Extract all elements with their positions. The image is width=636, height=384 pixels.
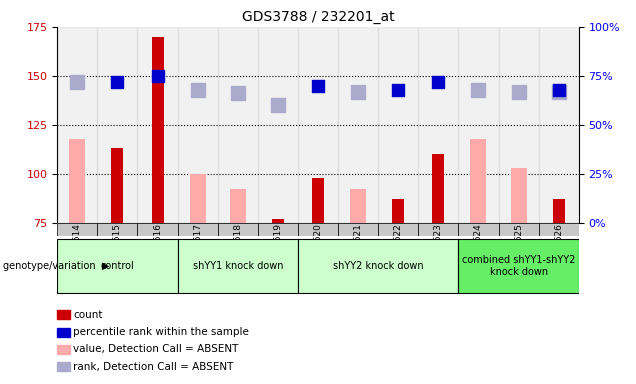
Point <box>553 88 563 94</box>
Bar <box>151 36 163 223</box>
Text: GSM373616: GSM373616 <box>153 223 162 278</box>
Bar <box>69 139 85 223</box>
Bar <box>432 154 445 223</box>
Text: GSM373614: GSM373614 <box>73 223 82 278</box>
Bar <box>312 178 324 223</box>
Bar <box>350 189 366 223</box>
Text: GSM373618: GSM373618 <box>233 223 242 278</box>
Text: genotype/variation  ▶: genotype/variation ▶ <box>3 261 109 271</box>
Bar <box>511 168 527 223</box>
Bar <box>298 239 459 293</box>
Bar <box>392 199 404 223</box>
Text: GSM373625: GSM373625 <box>514 223 523 278</box>
Bar <box>499 223 539 236</box>
Bar <box>218 223 258 236</box>
Point <box>313 83 323 89</box>
Point <box>473 86 483 93</box>
Text: GSM373620: GSM373620 <box>314 223 322 278</box>
Bar <box>57 223 97 236</box>
Point <box>553 86 563 93</box>
Text: GSM373626: GSM373626 <box>554 223 563 278</box>
Point <box>73 79 83 85</box>
Point <box>233 90 243 96</box>
Text: GSM373617: GSM373617 <box>193 223 202 278</box>
Bar <box>177 27 218 223</box>
Bar <box>137 223 177 236</box>
Title: GDS3788 / 232201_at: GDS3788 / 232201_at <box>242 10 394 25</box>
Text: control: control <box>100 261 134 271</box>
Bar <box>137 27 177 223</box>
Text: GSM373622: GSM373622 <box>394 223 403 278</box>
Bar <box>459 223 499 236</box>
Text: shYY2 knock down: shYY2 knock down <box>333 261 424 271</box>
Bar <box>298 223 338 236</box>
Bar <box>230 189 245 223</box>
Text: GSM373619: GSM373619 <box>273 223 282 278</box>
Text: GSM373623: GSM373623 <box>434 223 443 278</box>
Text: GSM373615: GSM373615 <box>113 223 122 278</box>
Bar <box>338 223 378 236</box>
Bar <box>298 27 338 223</box>
Point <box>153 73 163 79</box>
Bar <box>57 239 177 293</box>
Bar <box>539 27 579 223</box>
Bar <box>258 223 298 236</box>
Point <box>393 86 403 93</box>
Point <box>273 102 283 108</box>
Bar <box>459 27 499 223</box>
Point <box>433 79 443 85</box>
Bar <box>218 27 258 223</box>
Point <box>513 88 523 94</box>
Bar <box>378 27 418 223</box>
Bar <box>177 239 298 293</box>
Bar <box>378 223 418 236</box>
Point <box>193 86 203 93</box>
Bar <box>499 27 539 223</box>
Bar <box>272 219 284 223</box>
Bar <box>97 27 137 223</box>
Text: percentile rank within the sample: percentile rank within the sample <box>73 327 249 337</box>
Text: value, Detection Call = ABSENT: value, Detection Call = ABSENT <box>73 344 238 354</box>
Text: combined shYY1-shYY2
knock down: combined shYY1-shYY2 knock down <box>462 255 576 277</box>
Bar <box>97 223 137 236</box>
Bar <box>539 223 579 236</box>
Point <box>353 88 363 94</box>
Bar <box>418 27 459 223</box>
Text: GSM373621: GSM373621 <box>354 223 363 278</box>
Bar <box>553 199 565 223</box>
Bar <box>418 223 459 236</box>
Bar <box>111 148 123 223</box>
Bar <box>258 27 298 223</box>
Bar <box>190 174 205 223</box>
Text: GSM373624: GSM373624 <box>474 223 483 278</box>
Bar <box>471 139 487 223</box>
Text: rank, Detection Call = ABSENT: rank, Detection Call = ABSENT <box>73 362 233 372</box>
Text: shYY1 knock down: shYY1 knock down <box>193 261 283 271</box>
Bar <box>177 223 218 236</box>
Bar <box>459 239 579 293</box>
Text: count: count <box>73 310 102 320</box>
Bar <box>338 27 378 223</box>
Point <box>113 79 123 85</box>
Bar <box>57 27 97 223</box>
